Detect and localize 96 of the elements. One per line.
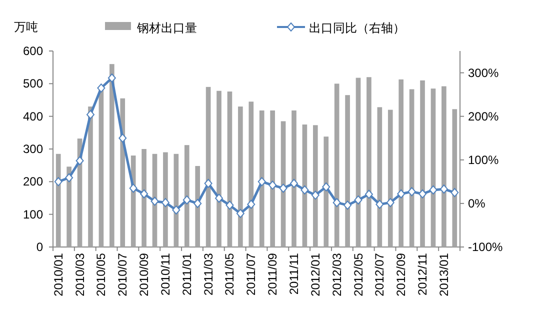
point: [76, 156, 84, 166]
x-tick-label: 2011/05: [222, 252, 237, 296]
point: [204, 178, 212, 188]
x-tick-label: 2013/01: [436, 252, 451, 296]
point: [311, 190, 320, 200]
point: [65, 173, 74, 182]
legend-label: 钢材出口量: [136, 21, 197, 35]
x-tick-label: 2012/01: [308, 252, 322, 296]
x-tick-label: 2012/09: [394, 252, 408, 296]
point: [172, 205, 180, 214]
point: [215, 194, 224, 203]
point: [182, 195, 191, 204]
point: [54, 177, 62, 186]
y2-tick-label: 200%: [468, 109, 500, 124]
point: [300, 185, 309, 194]
point: [161, 198, 170, 208]
bar: [420, 80, 425, 247]
x-tick-label: 2011/09: [266, 252, 280, 296]
x-tick-label: 2011/11: [286, 252, 301, 295]
bar: [163, 152, 168, 247]
bar: [216, 90, 222, 247]
x-tick-label: 2012/11: [416, 252, 430, 296]
point: [150, 196, 159, 206]
point: [140, 189, 148, 198]
x-tick-label: 2012/07: [372, 252, 387, 296]
point: [279, 184, 288, 193]
y-axis-title: 万吨: [14, 20, 38, 34]
point: [344, 200, 352, 210]
y2-tick-label: 100%: [468, 152, 500, 167]
point: [86, 110, 94, 120]
bar: [313, 125, 318, 247]
y-tick-label: 100: [22, 207, 44, 222]
point: [450, 188, 459, 198]
legend-label: 出口同比（右轴）: [309, 21, 405, 35]
y-tick-label: 600: [22, 44, 44, 58]
point: [129, 184, 138, 193]
x-tick-label: 2010/07: [116, 252, 130, 296]
y-tick-label: 200: [22, 174, 44, 189]
point: [247, 200, 256, 209]
point: [268, 180, 277, 190]
x-tick-label: 2010/11: [158, 252, 172, 296]
bar: [324, 136, 329, 247]
x-tick-label: 2010/09: [137, 252, 152, 296]
point: [108, 74, 116, 83]
point: [118, 134, 127, 143]
point: [429, 185, 438, 194]
bar: [238, 106, 243, 247]
y2-tick-label: 300%: [468, 66, 500, 80]
bar: [66, 166, 72, 247]
point: [258, 177, 266, 186]
bar: [388, 110, 393, 247]
y-tick-label: 300: [22, 142, 44, 156]
bar: [184, 145, 190, 247]
point: [236, 208, 244, 218]
point: [194, 198, 202, 208]
point: [397, 189, 406, 198]
bar: [366, 77, 372, 247]
point: [290, 178, 298, 188]
bar: [98, 88, 104, 247]
bar: [110, 64, 114, 247]
bar: [248, 102, 254, 247]
bar: [270, 110, 275, 247]
y-tick-label: 0: [36, 240, 44, 254]
bar: [195, 166, 200, 247]
point: [440, 184, 448, 194]
x-tick-label: 2010/03: [72, 252, 87, 296]
x-tick-label: 2012/05: [351, 252, 366, 296]
point: [322, 182, 330, 192]
bar: [398, 79, 404, 247]
x-tick-label: 2012/03: [330, 252, 344, 296]
point: [226, 200, 234, 210]
point: [97, 84, 106, 93]
bar: [88, 106, 93, 247]
point: [386, 198, 394, 208]
point: [332, 198, 341, 208]
y2-tick-label: -100%: [468, 240, 504, 254]
point: [418, 189, 427, 198]
y-tick-label: 500: [22, 76, 44, 91]
bar: [292, 110, 296, 247]
bar: [452, 109, 458, 247]
point: [408, 187, 416, 196]
x-tick-label: 2011/07: [244, 252, 258, 296]
bar: [56, 154, 61, 247]
y-tick-label: 400: [22, 109, 44, 124]
point: [376, 200, 384, 209]
x-tick-label: 2010/01: [51, 252, 66, 296]
x-tick-label: 2010/05: [94, 252, 108, 296]
point: [354, 195, 362, 204]
y2-tick-label: 0%: [468, 196, 486, 210]
bar: [442, 86, 446, 247]
bar: [345, 95, 350, 247]
bar: [259, 110, 264, 247]
x-tick-label: 2011/01: [180, 252, 194, 296]
bar: [142, 149, 146, 247]
x-tick-label: 2011/03: [201, 252, 216, 296]
point: [364, 190, 373, 199]
